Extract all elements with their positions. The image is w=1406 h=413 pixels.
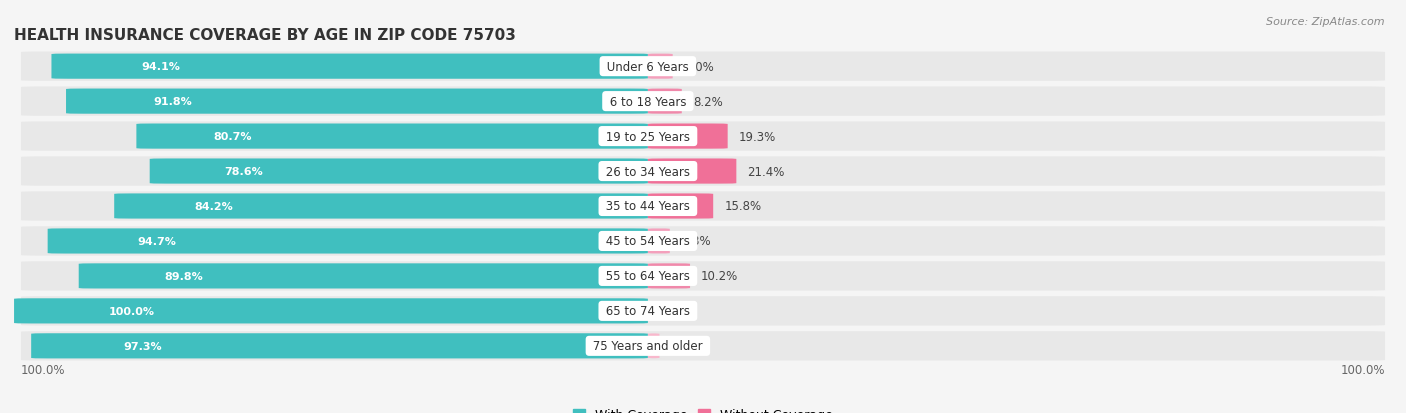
Text: 15.8%: 15.8% (724, 200, 761, 213)
Text: 91.8%: 91.8% (153, 97, 193, 107)
Text: 6 to 18 Years: 6 to 18 Years (606, 95, 690, 108)
FancyBboxPatch shape (648, 263, 690, 289)
FancyBboxPatch shape (79, 263, 648, 289)
Text: 8.2%: 8.2% (693, 95, 723, 108)
FancyBboxPatch shape (136, 124, 648, 150)
FancyBboxPatch shape (14, 299, 648, 324)
FancyBboxPatch shape (66, 89, 648, 114)
Text: 75 Years and older: 75 Years and older (589, 339, 707, 352)
FancyBboxPatch shape (643, 333, 665, 358)
FancyBboxPatch shape (648, 89, 682, 114)
Text: Source: ZipAtlas.com: Source: ZipAtlas.com (1267, 17, 1385, 26)
FancyBboxPatch shape (21, 87, 1385, 116)
FancyBboxPatch shape (52, 55, 648, 80)
Text: 100.0%: 100.0% (21, 363, 66, 376)
FancyBboxPatch shape (648, 194, 713, 219)
FancyBboxPatch shape (21, 227, 1385, 256)
FancyBboxPatch shape (648, 55, 672, 80)
Text: 10.2%: 10.2% (702, 270, 738, 283)
Text: 21.4%: 21.4% (748, 165, 785, 178)
FancyBboxPatch shape (149, 159, 648, 184)
Text: 80.7%: 80.7% (214, 132, 252, 142)
FancyBboxPatch shape (48, 229, 648, 254)
FancyBboxPatch shape (648, 124, 728, 150)
Text: 94.1%: 94.1% (141, 62, 180, 72)
Text: HEALTH INSURANCE COVERAGE BY AGE IN ZIP CODE 75703: HEALTH INSURANCE COVERAGE BY AGE IN ZIP … (14, 28, 516, 43)
Text: 26 to 34 Years: 26 to 34 Years (602, 165, 693, 178)
Text: 19.3%: 19.3% (738, 130, 776, 143)
FancyBboxPatch shape (31, 333, 648, 358)
Text: 65 to 74 Years: 65 to 74 Years (602, 305, 693, 318)
Text: 5.3%: 5.3% (681, 235, 710, 248)
FancyBboxPatch shape (21, 261, 1385, 291)
Text: 0.0%: 0.0% (659, 305, 689, 318)
FancyBboxPatch shape (648, 159, 737, 184)
FancyBboxPatch shape (21, 52, 1385, 82)
FancyBboxPatch shape (21, 192, 1385, 221)
Legend: With Coverage, Without Coverage: With Coverage, Without Coverage (568, 404, 838, 413)
FancyBboxPatch shape (21, 297, 1385, 326)
Text: 94.7%: 94.7% (138, 236, 177, 247)
Text: 97.3%: 97.3% (124, 341, 162, 351)
FancyBboxPatch shape (648, 229, 669, 254)
Text: 100.0%: 100.0% (110, 306, 155, 316)
Text: 84.2%: 84.2% (194, 202, 233, 211)
Text: Under 6 Years: Under 6 Years (603, 61, 693, 74)
FancyBboxPatch shape (114, 194, 648, 219)
Text: 6.0%: 6.0% (683, 61, 713, 74)
FancyBboxPatch shape (21, 331, 1385, 361)
Text: 100.0%: 100.0% (1340, 363, 1385, 376)
Text: 78.6%: 78.6% (225, 166, 263, 177)
Text: 19 to 25 Years: 19 to 25 Years (602, 130, 693, 143)
Text: 2.8%: 2.8% (671, 339, 700, 352)
Text: 89.8%: 89.8% (165, 271, 202, 281)
FancyBboxPatch shape (21, 157, 1385, 186)
Text: 55 to 64 Years: 55 to 64 Years (602, 270, 693, 283)
Text: 45 to 54 Years: 45 to 54 Years (602, 235, 693, 248)
FancyBboxPatch shape (21, 122, 1385, 152)
Text: 35 to 44 Years: 35 to 44 Years (602, 200, 693, 213)
